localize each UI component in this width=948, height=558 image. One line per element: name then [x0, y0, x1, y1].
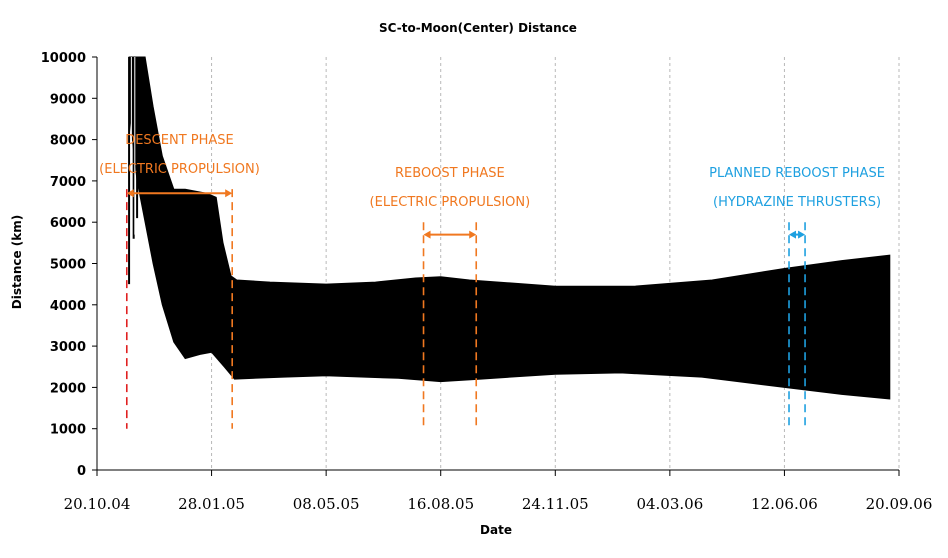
- y-tick-label: 7000: [50, 175, 86, 190]
- phase-label: (HYDRAZINE THRUSTERS): [713, 195, 881, 210]
- gridlines: [211, 57, 900, 470]
- arrow-head-left: [126, 189, 134, 198]
- x-tick-label: 08.05.05: [293, 495, 360, 513]
- y-tick-label: 0: [77, 464, 86, 479]
- y-tick-label: 5000: [50, 258, 86, 273]
- phase-annotation: PLANNED REBOOST PHASE (HYDRAZINE THRUSTER…: [709, 166, 885, 429]
- y-tick-label: 2000: [50, 381, 86, 396]
- y-tick-label: 9000: [50, 92, 86, 107]
- y-axis-label: Distance (km): [10, 215, 24, 309]
- x-tick-labels: 20.10.04 28.01.05 08.05.05 16.08.05 24.11.05…: [64, 495, 933, 513]
- phase-label: DESCENT PHASE: [125, 133, 234, 148]
- x-tick-label: 20.10.04: [64, 495, 131, 513]
- arrow-head-right: [798, 230, 806, 239]
- y-tick-label: 8000: [50, 134, 86, 149]
- phase-label: (ELECTRIC PROPULSION): [370, 195, 531, 210]
- y-tick-labels: 0 1000 2000 3000 4000 5000 6000 7000 8000 9000 100…: [41, 51, 86, 479]
- y-tick-label: 6000: [50, 216, 86, 231]
- axes: [92, 56, 900, 476]
- x-tick-label: 16.08.05: [407, 495, 474, 513]
- y-tick-label: 3000: [50, 340, 86, 355]
- phase-label: REBOOST PHASE: [395, 166, 505, 181]
- x-tick-label: 12.06.06: [751, 495, 818, 513]
- phase-annotation: DESCENT PHASE (ELECTRIC PROPULSION): [99, 133, 260, 429]
- phase-label: PLANNED REBOOST PHASE: [709, 166, 885, 181]
- x-tick-label: 24.11.05: [522, 495, 589, 513]
- x-tick-label: 04.03.06: [636, 495, 703, 513]
- distance-band: [128, 56, 891, 400]
- arrow-head-left: [423, 230, 431, 239]
- x-tick-label: 20.09.06: [866, 495, 933, 513]
- phase-annotation: REBOOST PHASE (ELECTRIC PROPULSION): [370, 166, 531, 429]
- phase-label: (ELECTRIC PROPULSION): [99, 162, 260, 177]
- arrow-head-right: [469, 230, 477, 239]
- arrow-head-left: [789, 230, 797, 239]
- arrow-head-right: [225, 189, 233, 198]
- y-tick-label: 1000: [50, 423, 86, 438]
- x-tick-label: 28.01.05: [178, 495, 245, 513]
- y-tick-label: 4000: [50, 299, 86, 314]
- phase-annotations: DESCENT PHASE(ELECTRIC PROPULSION) REBOOS…: [99, 133, 885, 429]
- distance-range-area: [128, 56, 891, 400]
- chart-title: SC-to-Moon(Center) Distance: [379, 21, 577, 35]
- x-axis-label: Date: [480, 523, 512, 537]
- y-tick-label: 10000: [41, 51, 86, 66]
